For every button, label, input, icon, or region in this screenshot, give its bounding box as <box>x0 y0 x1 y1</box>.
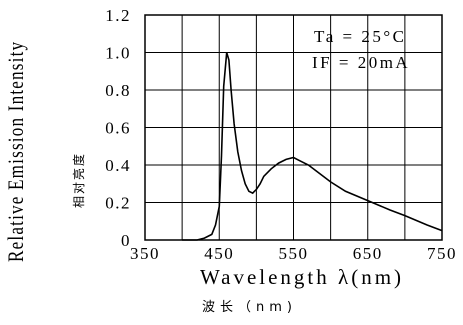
x-tick-label: 450 <box>204 244 234 263</box>
y-axis-title: Relative Emission Intensity <box>3 40 28 262</box>
temperature-annotation: Ta = 25°C <box>314 27 407 46</box>
y-tick-label: 1.0 <box>105 44 131 63</box>
x-axis-title: Wavelength λ(nm) <box>200 265 405 289</box>
current-annotation: IF = 20mA <box>312 53 411 72</box>
x-tick-label: 550 <box>279 244 309 263</box>
x-axis-title-chinese: 波长（nm) <box>202 300 297 315</box>
y-tick-label: 0.2 <box>105 194 131 213</box>
x-tick-label: 750 <box>427 244 457 263</box>
y-tick-label: 0.4 <box>105 156 131 175</box>
y-tick-label: 1.2 <box>105 6 131 25</box>
x-tick-label: 350 <box>130 244 160 263</box>
tick-labels: 0 0.2 0.4 0.6 0.8 1.0 1.2 350 450 550 650 750 <box>105 6 457 263</box>
plot-frame <box>144 14 443 241</box>
y-tick-label: 0.8 <box>105 81 131 100</box>
x-tick-label: 650 <box>353 244 383 263</box>
y-tick-label: 0 <box>121 231 131 250</box>
y-tick-label: 0.6 <box>105 119 131 138</box>
grid-lines <box>145 15 442 240</box>
series-line <box>182 52 443 241</box>
y-axis-title-chinese: 相对亮度 <box>72 151 86 208</box>
